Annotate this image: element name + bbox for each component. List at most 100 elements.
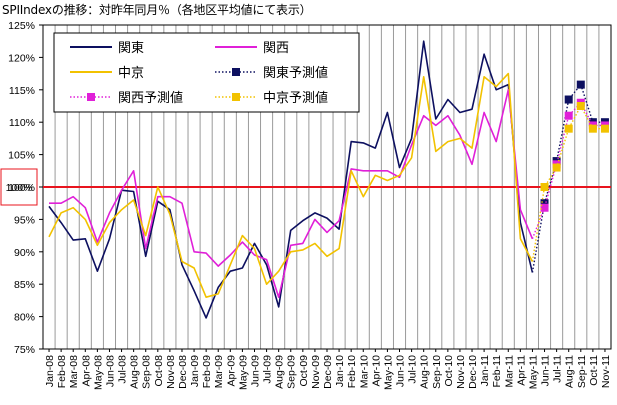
legend-label: 関西予測値 (118, 90, 183, 105)
series-point (552, 163, 561, 172)
x-tick-label: Feb-09 (201, 355, 213, 388)
x-tick-label: Sep-11 (576, 355, 588, 388)
x-tick-label: Aug-08 (129, 355, 141, 389)
series-1 (49, 89, 534, 298)
legend-item: 中京 (70, 65, 144, 80)
x-tick-label: Sep-08 (141, 355, 153, 389)
series-point (564, 95, 573, 104)
legend-label: 中京 (118, 65, 144, 80)
y-tick-label: 80% (14, 312, 35, 324)
x-tick-label: Mar-10 (358, 355, 370, 388)
x-tick-label: Apr-08 (80, 355, 92, 387)
x-tick-label: Dec-08 (177, 355, 189, 389)
legend-item: 関東 (70, 40, 144, 55)
y-tick-label: 125% (8, 20, 35, 32)
legend-label: 関西 (263, 40, 289, 55)
series-5 (531, 102, 609, 262)
y-tick-label: 105% (8, 150, 35, 162)
series-line (49, 89, 534, 298)
y-tick-label: 100% (8, 182, 35, 194)
x-tick-label: Apr-10 (370, 355, 382, 387)
x-tick-label: Dec-10 (467, 355, 479, 389)
series-4 (531, 98, 609, 240)
series-point (588, 124, 597, 133)
x-tick-label: Oct-08 (153, 355, 165, 387)
legend-marker (87, 93, 95, 101)
x-tick-label: Nov-08 (165, 355, 177, 389)
y-tick-label: 85% (14, 279, 35, 291)
x-tick-label: Jul-08 (117, 355, 129, 384)
x-tick-label: Jan-09 (189, 355, 201, 387)
axis-labels: 75% 80% 85% 90% 95% 100% 105% 110% 115% 120% 125% J… (8, 20, 612, 390)
x-tick-label: Oct-10 (443, 355, 455, 387)
y-tick-label: 75% (14, 344, 35, 356)
reference-label-box (0, 168, 38, 206)
series-point (564, 124, 573, 133)
x-tick-label: Jan-10 (334, 355, 346, 387)
legend-marker (232, 68, 240, 76)
y-tick-label: 95% (14, 214, 35, 226)
x-tick-label: Jan-08 (44, 355, 56, 387)
series-line (48, 40, 534, 319)
y-tick-label: 115% (9, 85, 35, 97)
y-tick-label: 90% (14, 247, 35, 259)
series-point (540, 199, 549, 208)
legend-label: 関東 (118, 40, 144, 55)
series-3 (531, 80, 609, 273)
x-tick-label: Aug-10 (419, 355, 431, 389)
x-tick-label: Jul-11 (552, 355, 564, 383)
series-point (540, 203, 549, 212)
x-tick-label: May-10 (382, 355, 394, 390)
x-tick-label: Nov-09 (310, 355, 322, 389)
x-tick-label: Dec-09 (322, 355, 334, 389)
series-point (540, 183, 549, 191)
series-point (564, 111, 573, 120)
x-tick-label: Jun-10 (395, 355, 407, 387)
series-0 (48, 40, 534, 319)
x-tick-label: Nov-11 (600, 355, 612, 388)
x-tick-label: Feb-11 (491, 355, 503, 388)
legend-label: 中京予測値 (263, 90, 328, 105)
x-tick-label: Feb-10 (346, 355, 358, 388)
legend-item: 関西 (215, 40, 289, 55)
legend-item: 関西予測値 (70, 90, 183, 105)
x-tick-label: Apr-09 (225, 355, 237, 387)
x-tick-label: Feb-08 (56, 355, 68, 388)
x-tick-label: Jun-11 (540, 355, 552, 386)
x-tick-label: May-08 (92, 355, 104, 390)
x-tick-label: Jun-09 (249, 355, 261, 387)
chart-title: SPIIndexの推移：対昨年同月％（各地区平均値にて表示） (2, 3, 312, 17)
series-point (600, 124, 609, 133)
x-tick-label: Oct-11 (588, 355, 600, 386)
legend-item: 関東予測値 (215, 65, 328, 80)
y-tick-label: 120% (8, 52, 35, 64)
x-tick-label: Aug-11 (564, 355, 576, 388)
x-tick-label: May-11 (527, 355, 539, 389)
series-point (576, 102, 585, 110)
y-tick-label: 110% (9, 117, 35, 129)
x-tick-label: Sep-09 (286, 355, 298, 389)
x-tick-label: Nov-10 (455, 355, 467, 389)
legend-label: 関東予測値 (263, 65, 328, 80)
series-line (48, 72, 534, 298)
x-tick-label: Oct-09 (298, 355, 310, 387)
x-tick-label: Mar-08 (68, 355, 80, 388)
x-tick-label: Sep-10 (431, 355, 443, 389)
x-tick-label: Mar-09 (213, 355, 225, 388)
series-2 (48, 72, 534, 298)
x-tick-label: May-09 (237, 355, 249, 390)
series-point (576, 80, 585, 89)
x-tick-label: Jan-11 (479, 355, 491, 386)
x-tick-label: Jul-09 (262, 355, 274, 384)
series-group (48, 40, 609, 319)
legend-item: 中京予測値 (215, 90, 328, 105)
x-tick-label: Jun-08 (104, 355, 116, 387)
x-tick-label: Aug-09 (274, 355, 286, 389)
x-tick-label: Apr-11 (515, 355, 527, 386)
reference-label: 100% (6, 182, 33, 194)
legend-marker (232, 93, 240, 101)
x-tick-label: Mar-11 (503, 355, 515, 388)
x-tick-label: Jul-10 (407, 355, 419, 384)
